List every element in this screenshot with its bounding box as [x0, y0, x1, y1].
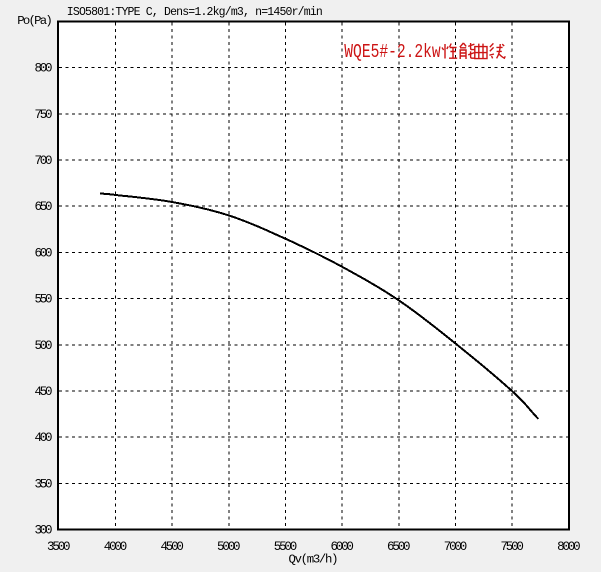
svg-text:550: 550 [35, 293, 53, 307]
svg-text:Qv(m3/h): Qv(m3/h) [289, 552, 339, 566]
svg-text:WQE5#-2.2kw: WQE5#-2.2kw [344, 41, 441, 63]
svg-text:350: 350 [35, 477, 53, 491]
svg-text:650: 650 [35, 200, 53, 214]
svg-text:600: 600 [35, 246, 53, 260]
svg-text:3500: 3500 [47, 540, 71, 554]
svg-text:8000: 8000 [557, 540, 581, 554]
svg-text:4500: 4500 [160, 540, 184, 554]
svg-text:750: 750 [35, 108, 53, 122]
svg-text:800: 800 [35, 62, 53, 76]
svg-text:6000: 6000 [330, 540, 354, 554]
svg-text:700: 700 [35, 154, 53, 168]
svg-text:7500: 7500 [500, 540, 524, 554]
svg-text:Po(Pa): Po(Pa) [17, 14, 53, 28]
svg-text:ISO5801:TYPE C, Dens=1.2kg/m3,: ISO5801:TYPE C, Dens=1.2kg/m3, n=1450r/m… [67, 6, 323, 19]
svg-text:7000: 7000 [444, 540, 468, 554]
svg-text:5500: 5500 [274, 540, 298, 554]
svg-text:300: 300 [35, 524, 53, 538]
svg-text:4000: 4000 [104, 540, 128, 554]
svg-text:400: 400 [35, 431, 53, 445]
svg-text:450: 450 [35, 385, 53, 399]
svg-text:5000: 5000 [217, 540, 241, 554]
svg-text:6500: 6500 [387, 540, 411, 554]
svg-text:500: 500 [35, 339, 53, 353]
